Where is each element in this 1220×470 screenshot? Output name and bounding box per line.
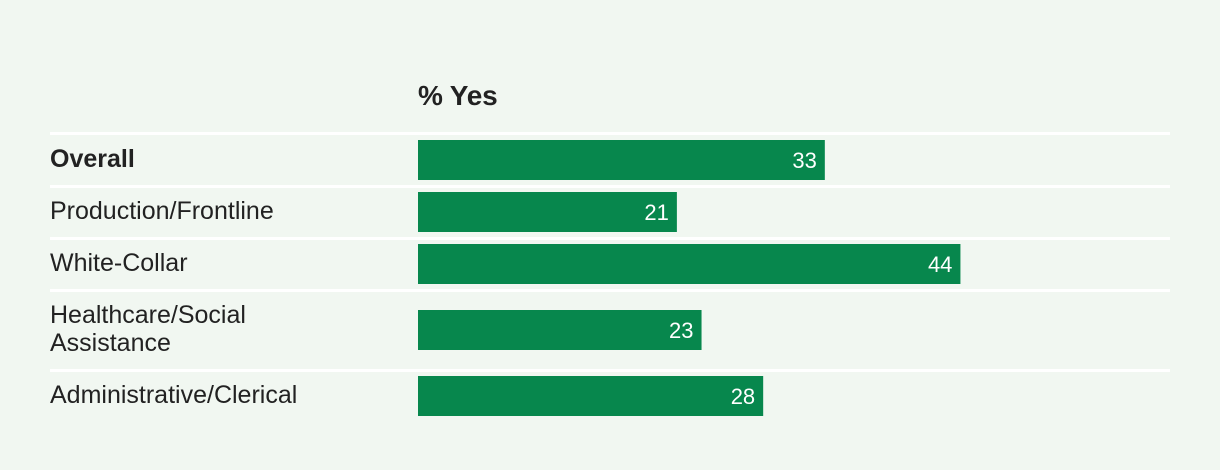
bar-production-frontline bbox=[418, 192, 677, 232]
bar-white-collar bbox=[418, 244, 961, 284]
column-header: % Yes bbox=[418, 80, 498, 111]
category-label: White-Collar bbox=[50, 249, 390, 277]
category-label: Administrative/Clerical bbox=[50, 381, 390, 409]
category-label-line: Administrative/Clerical bbox=[50, 381, 298, 409]
category-label-line: Healthcare/Social bbox=[50, 301, 246, 329]
value-label: 28 bbox=[731, 384, 755, 409]
value-label: 33 bbox=[792, 148, 816, 173]
value-label: 44 bbox=[928, 252, 952, 277]
row-divider bbox=[50, 132, 1170, 135]
row-divider bbox=[50, 289, 1170, 292]
category-label-line: White-Collar bbox=[50, 249, 188, 277]
category-label-line: Production/Frontline bbox=[50, 197, 274, 225]
category-label-line: Assistance bbox=[50, 329, 171, 357]
row-divider bbox=[50, 237, 1170, 240]
value-label: 23 bbox=[669, 318, 693, 343]
row-divider bbox=[50, 369, 1170, 372]
bar-healthcare-social-assistance bbox=[418, 310, 702, 350]
bar-administrative-clerical bbox=[418, 376, 764, 416]
bar-overall bbox=[418, 140, 825, 180]
value-label: 21 bbox=[644, 200, 668, 225]
category-label-line: Overall bbox=[50, 145, 135, 173]
category-label: Overall bbox=[50, 145, 390, 173]
category-label: Healthcare/Social Assistance bbox=[50, 301, 390, 357]
row-divider bbox=[50, 185, 1170, 188]
category-label: Production/Frontline bbox=[50, 197, 390, 225]
